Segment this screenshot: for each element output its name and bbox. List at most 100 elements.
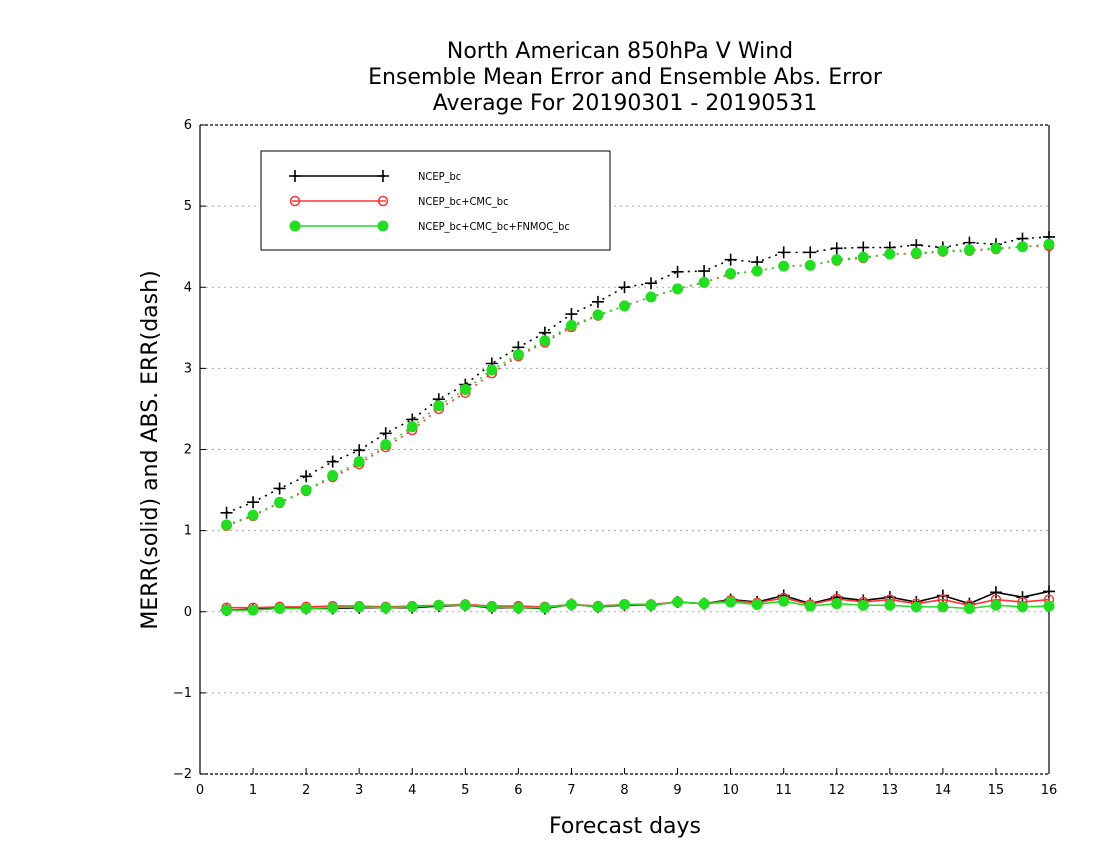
abs-error-point: [831, 254, 843, 266]
y-tick-label: −2: [173, 767, 192, 782]
x-tick-label: 5: [461, 783, 469, 798]
legend-marker: [289, 220, 301, 232]
gridlines: [200, 205, 1049, 694]
mean-error-point: [565, 598, 577, 610]
abs-error-point: [884, 248, 896, 260]
abs-error-point: [406, 421, 418, 433]
mean-error-point: [353, 601, 365, 613]
y-tick-label: 1: [184, 524, 192, 539]
mean-error-point: [619, 598, 630, 610]
abs-error-point: [565, 308, 578, 321]
series-NCEP_bc+CMC_bc: [221, 240, 1055, 613]
abs-error-point: [724, 253, 737, 266]
chart-title-line-2: Ensemble Mean Error and Ensemble Abs. Er…: [368, 65, 883, 90]
x-tick-label: 2: [302, 783, 310, 798]
abs-error-point: [327, 469, 339, 481]
mean-error-point: [884, 599, 896, 611]
abs-error-point: [1016, 241, 1028, 253]
chart-title-line-1: North American 850hPa V Wind: [447, 39, 793, 64]
abs-error-line: [226, 245, 1050, 527]
abs-error-point: [1043, 238, 1055, 250]
x-tick-label: 8: [620, 783, 628, 798]
mean-error-point: [910, 601, 922, 613]
legend-label: NCEP_bc: [418, 170, 461, 183]
legend-marker: [289, 170, 301, 182]
chart-title: North American 850hPa V Wind Ensemble Me…: [368, 39, 883, 116]
x-tick-label: 7: [567, 783, 575, 798]
abs-error-point: [830, 242, 843, 255]
abs-error-point: [591, 295, 604, 308]
mean-error-point: [221, 604, 233, 616]
x-tick-label: 14: [935, 783, 952, 798]
abs-error-point: [433, 400, 445, 412]
mean-error-point: [937, 601, 949, 613]
y-tick-label: 0: [184, 605, 192, 620]
abs-error-point: [857, 241, 870, 254]
abs-error-point: [380, 439, 392, 451]
abs-error-point: [539, 335, 551, 347]
abs-error-point: [698, 276, 710, 288]
x-tick-label: 11: [775, 783, 792, 798]
mean-error-point: [380, 602, 392, 614]
legend-label: NCEP_bc+CMC_bc+FNMOC_bc: [418, 220, 570, 233]
abs-error-point: [619, 300, 630, 312]
x-tick-label: 1: [249, 783, 257, 798]
y-axis-label: MERR(solid) and ABS. ERR(dash): [138, 270, 163, 629]
abs-error-point: [698, 265, 711, 278]
abs-error-point: [804, 259, 816, 271]
abs-error-point: [990, 242, 1002, 254]
y-tick-label: 3: [184, 361, 192, 376]
abs-error-point: [857, 251, 869, 263]
mean-error-point: [327, 602, 339, 614]
abs-error-point: [274, 496, 286, 508]
x-tick-label: 10: [722, 783, 739, 798]
mean-error-point: [645, 599, 657, 611]
mean-error-point: [592, 601, 604, 613]
abs-error-point: [247, 496, 260, 509]
legend-marker: [377, 195, 389, 207]
series-NCEP_bc+CMC_bc+FNMOC_bc: [221, 238, 1055, 616]
abs-error-point: [486, 364, 498, 376]
legend-marker: [377, 170, 389, 182]
x-tick-label: 3: [355, 783, 363, 798]
y-tick-label: 2: [184, 443, 192, 458]
x-tick-label: 13: [882, 783, 899, 798]
x-tick-label: 0: [196, 783, 204, 798]
y-tick-label: 5: [184, 199, 192, 214]
mean-error-point: [963, 603, 975, 615]
abs-error-point: [937, 245, 949, 257]
abs-error-point: [618, 281, 631, 294]
mean-error-point: [989, 586, 1002, 599]
mean-error-point: [1016, 601, 1028, 613]
abs-error-point: [220, 506, 233, 519]
series-layer: [220, 230, 1055, 617]
x-tick-label: 6: [514, 783, 522, 798]
legend-marker: [377, 220, 389, 232]
abs-error-point: [645, 291, 657, 303]
abs-error-point: [592, 309, 604, 321]
mean-error-point: [698, 598, 710, 610]
mean-error-point: [539, 602, 551, 614]
abs-error-point: [300, 484, 312, 496]
legend: NCEP_bc NCEP_bc+CMC_bc NCEP_bc+CMC_bc+FNMO…: [260, 150, 611, 251]
mean-error-point: [831, 598, 843, 610]
mean-error-point: [1043, 600, 1055, 612]
mean-error-point: [247, 604, 259, 616]
chart-title-line-3: Average For 20190301 - 20190531: [433, 91, 818, 116]
x-tick-label: 16: [1041, 783, 1058, 798]
y-tick-label: 6: [184, 118, 192, 133]
abs-error-point: [247, 509, 259, 521]
x-tick-label: 9: [673, 783, 681, 798]
abs-error-point: [804, 246, 817, 259]
legend-label: NCEP_bc+CMC_bc: [418, 195, 509, 208]
mean-error-point: [274, 603, 286, 615]
abs-error-point: [512, 349, 524, 361]
abs-error-point: [671, 265, 684, 278]
abs-error-point: [645, 277, 658, 290]
legend-marker: [289, 195, 301, 207]
abs-error-point: [777, 246, 790, 259]
mean-error-point: [512, 602, 524, 614]
abs-error-point: [672, 283, 684, 295]
mean-error-point: [725, 596, 737, 608]
